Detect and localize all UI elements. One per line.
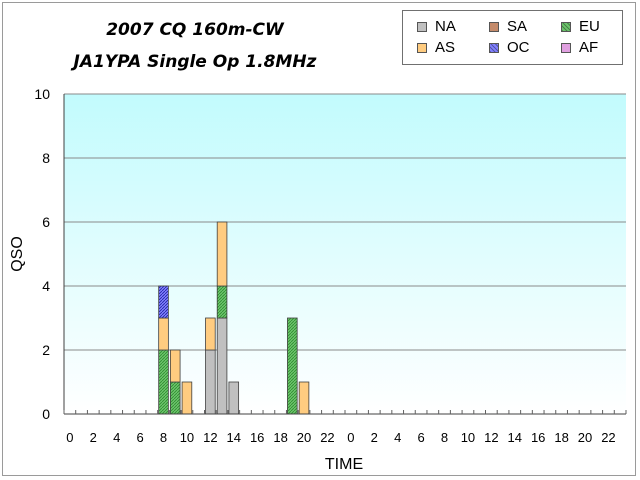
legend-swatch: [417, 22, 427, 32]
x-tick-label: 20: [297, 430, 311, 445]
x-tick-label: 14: [227, 430, 241, 445]
legend-swatch: [489, 43, 499, 53]
bar-as: [181, 381, 193, 415]
bar-as: [298, 381, 310, 415]
y-tick-label: 4: [42, 278, 50, 294]
y-tick-label: 2: [42, 342, 50, 358]
y-tick-label: 8: [42, 150, 50, 166]
y-tick-label: 0: [42, 406, 50, 422]
x-tick-label: 12: [484, 430, 498, 445]
bar-na: [216, 317, 228, 415]
x-tick-label: 8: [441, 430, 448, 445]
legend-swatch: [417, 43, 427, 53]
x-tick-label: 12: [203, 430, 217, 445]
x-tick-label: 22: [320, 430, 334, 445]
x-tick-label: 2: [90, 430, 97, 445]
bar-as: [205, 317, 216, 351]
x-axis-label: TIME: [325, 456, 363, 473]
x-tick-label: 6: [417, 430, 424, 445]
x-tick-label: 18: [554, 430, 568, 445]
bars: [158, 221, 310, 415]
x-tick-label: 16: [531, 430, 545, 445]
bar-eu: [216, 285, 228, 319]
axes: 0 2 4 6 8 10 0 2 4 6 8 10 12 14 16 18 20 22 0 2 4 6 8 10 12 14 16 1…: [34, 86, 627, 445]
x-tick-label: 14: [508, 430, 522, 445]
bar-as: [169, 349, 181, 383]
x-tick-label: 10: [461, 430, 475, 445]
x-tick-label: 10: [180, 430, 194, 445]
legend: NA SA EU AS OC AF: [402, 10, 623, 65]
bar-eu: [169, 381, 181, 415]
y-tick-label: 6: [42, 214, 50, 230]
x-tick-label: 0: [66, 430, 73, 445]
chart-subtitle: JA1YPA Single Op 1.8MHz: [73, 52, 317, 72]
legend-swatch: [489, 22, 499, 32]
y-axis-label: QSO: [9, 236, 26, 272]
x-tick-label: 8: [160, 430, 167, 445]
x-tick-label: 20: [578, 430, 592, 445]
chart-title: 2007 CQ 160m-CW: [106, 20, 284, 40]
gridlines: [64, 93, 626, 351]
bar-oc: [158, 285, 169, 319]
x-tick-label: 18: [273, 430, 287, 445]
legend-swatch: [561, 43, 571, 53]
legend-label: AS: [435, 39, 456, 56]
x-tick-label: 16: [250, 430, 264, 445]
bar-as: [158, 317, 169, 351]
x-tick-label: 2: [371, 430, 378, 445]
legend-label: OC: [507, 39, 530, 56]
bar-eu: [287, 317, 298, 415]
bar-eu: [158, 349, 169, 415]
legend-label: EU: [579, 18, 600, 35]
legend-label: NA: [435, 18, 456, 35]
x-tick-label: 6: [136, 430, 143, 445]
x-tick-label: 22: [601, 430, 615, 445]
x-tick-label: 4: [113, 430, 120, 445]
bar-na: [228, 381, 240, 415]
bar-as: [216, 221, 228, 287]
x-tick-label: 0: [347, 430, 354, 445]
legend-label: SA: [507, 18, 528, 35]
legend-label: AF: [579, 39, 599, 56]
y-tick-label: 10: [34, 86, 50, 102]
x-tick-label: 4: [394, 430, 401, 445]
legend-swatch: [561, 22, 571, 32]
bar-na: [205, 349, 216, 415]
plot-area: [64, 94, 626, 414]
